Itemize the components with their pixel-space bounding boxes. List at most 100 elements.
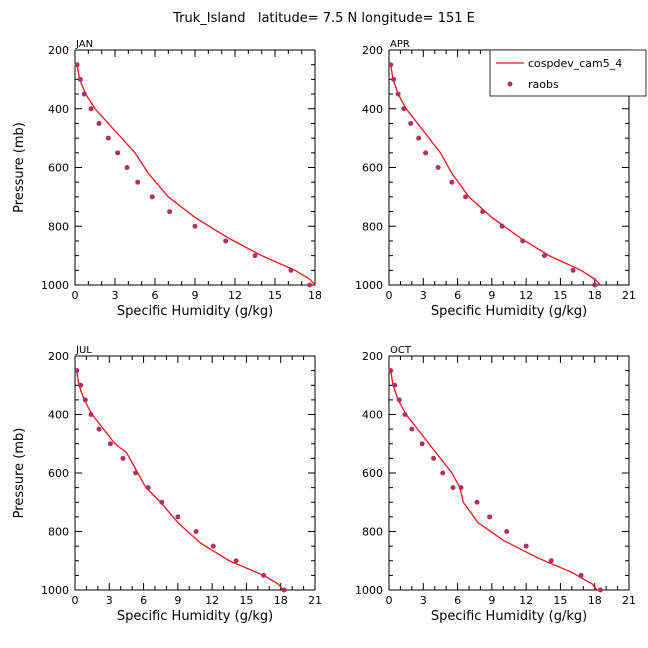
x-tick-label: 6: [454, 289, 461, 302]
obs-point: [120, 455, 126, 461]
x-tick-label: 12: [519, 289, 533, 302]
obs-point: [408, 120, 414, 126]
obs-point: [175, 514, 181, 520]
y-tick-label: 400: [362, 409, 383, 422]
x-tick-label: 18: [308, 289, 322, 302]
figure-title: Truk_Island latitude= 7.5 N longitude= 1…: [172, 11, 475, 26]
model-line: [390, 370, 598, 591]
x-tick-label: 3: [112, 289, 119, 302]
obs-point: [107, 441, 113, 447]
y-tick-label: 800: [362, 526, 383, 539]
obs-point: [474, 499, 480, 505]
x-axis-label: Specific Humidity (g/kg): [431, 609, 587, 624]
obs-point: [307, 282, 313, 288]
obs-point: [401, 106, 407, 112]
x-axis-label: Specific Humidity (g/kg): [431, 304, 587, 319]
model-line: [76, 64, 316, 286]
obs-point: [388, 62, 394, 68]
obs-point: [88, 106, 94, 112]
y-tick-label: 1000: [41, 279, 69, 292]
model-line: [76, 370, 284, 591]
obs-point: [592, 282, 598, 288]
obs-point: [192, 223, 198, 229]
y-tick-label: 1000: [41, 584, 69, 597]
panel-jan: 0 3 6 9 12 15 18 200 400 600 800 1000 JAN Specific Hu…: [12, 39, 322, 319]
obs-point: [548, 558, 554, 564]
obs-point: [409, 426, 415, 432]
obs-point: [281, 587, 287, 593]
x-tick-label: 6: [454, 594, 461, 607]
obs-point: [402, 412, 408, 417]
x-tick-label: 15: [553, 289, 567, 302]
obs-point: [391, 76, 397, 82]
x-tick-label: 12: [519, 594, 533, 607]
panel-jul: 0 3 6 9 12 15 18 21 200 400 600 800 1000 JUL Specific …: [12, 345, 322, 624]
obs-point: [145, 485, 151, 491]
y-tick-label: 600: [48, 162, 69, 175]
obs-point: [149, 194, 155, 200]
x-tick-label: 0: [72, 289, 79, 302]
x-tick-label: 3: [420, 289, 427, 302]
obs-point: [388, 368, 394, 374]
x-tick-label: 0: [386, 594, 393, 607]
panel-oct: 0 3 6 9 12 15 18 21 200 400 600 800 1000 OCT Specific …: [355, 345, 636, 624]
obs-point: [416, 135, 422, 141]
legend-point-swatch: [507, 81, 513, 87]
y-tick-label: 600: [362, 467, 383, 480]
obs-point: [223, 238, 229, 244]
y-tick-label: 400: [48, 103, 69, 116]
obs-point: [570, 267, 576, 273]
x-tick-label: 12: [228, 289, 242, 302]
obs-point: [435, 165, 441, 170]
x-tick-label: 18: [588, 594, 602, 607]
obs-point: [487, 514, 493, 520]
obs-point: [74, 368, 80, 374]
obs-point: [288, 267, 294, 273]
x-tick-label: 18: [588, 289, 602, 302]
y-tick-label: 1000: [355, 584, 383, 597]
obs-point: [419, 441, 425, 447]
x-axis-label: Specific Humidity (g/kg): [117, 304, 273, 319]
obs-point: [105, 135, 111, 141]
obs-point: [96, 426, 102, 432]
panel-label: JUL: [75, 345, 92, 356]
y-tick-label: 800: [362, 220, 383, 233]
obs-point: [159, 499, 165, 505]
x-tick-label: 18: [274, 594, 288, 607]
obs-point: [449, 179, 455, 185]
obs-point: [261, 572, 267, 578]
obs-point: [480, 209, 486, 215]
obs-point: [431, 455, 437, 461]
obs-point: [193, 529, 199, 534]
obs-point: [82, 397, 88, 403]
obs-point: [450, 485, 456, 491]
obs-point: [395, 91, 401, 97]
x-tick-label: 6: [140, 594, 147, 607]
obs-point: [423, 150, 429, 156]
obs-point: [124, 165, 130, 170]
obs-point: [504, 529, 510, 534]
y-tick-label: 400: [362, 103, 383, 116]
obs-point: [440, 470, 446, 476]
panel-label: APR: [390, 39, 410, 50]
plot-frame: [74, 355, 316, 591]
y-tick-label: 200: [48, 350, 69, 363]
model-line: [390, 64, 601, 286]
y-tick-label: 200: [362, 350, 383, 363]
x-axis-label: Specific Humidity (g/kg): [117, 609, 273, 624]
obs-point: [597, 587, 603, 593]
obs-point: [523, 543, 529, 549]
obs-point: [458, 485, 464, 491]
y-tick-label: 800: [48, 526, 69, 539]
obs-point: [74, 62, 80, 68]
x-tick-label: 15: [553, 594, 567, 607]
obs-point: [88, 412, 94, 417]
panel-apr: 0 3 6 9 12 15 18 21 200 400 600 800 1000 APR Specific …: [355, 39, 636, 319]
panel-label: JAN: [75, 39, 93, 50]
legend-box: [489, 49, 647, 97]
obs-point: [78, 382, 84, 388]
obs-point: [541, 253, 547, 259]
obs-point: [77, 76, 83, 82]
